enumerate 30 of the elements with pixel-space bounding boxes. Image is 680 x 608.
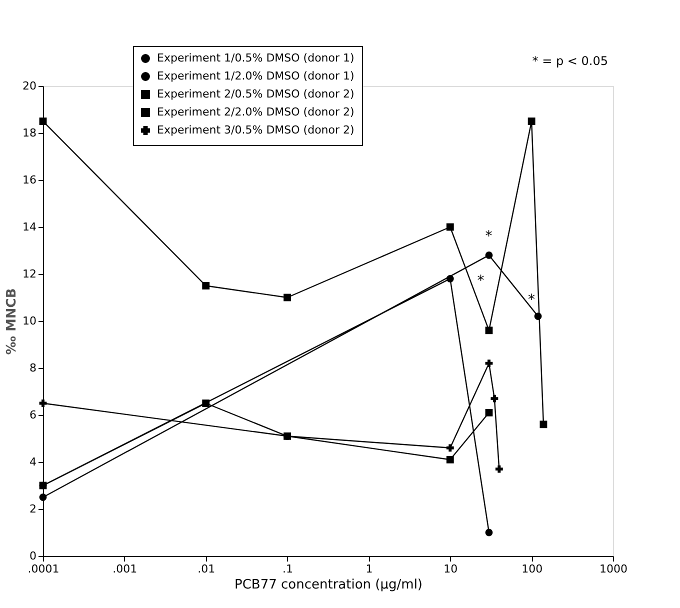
y-tick-label: 20 bbox=[22, 80, 36, 92]
annotation: * bbox=[477, 273, 484, 290]
y-tick-label: 14 bbox=[22, 220, 36, 234]
annotation: * bbox=[485, 228, 492, 244]
y-tick-label: 16 bbox=[22, 174, 36, 186]
text: * = p < 0.05 bbox=[532, 54, 608, 68]
y-tick-label: 18 bbox=[22, 126, 36, 140]
y-tick-label: 12 bbox=[22, 268, 36, 280]
legend-label: Experiment 1/0.5% DMSO (donor 1) bbox=[157, 52, 354, 64]
y-tick-label: 0 bbox=[30, 550, 36, 562]
y-tick-label: 6 bbox=[30, 408, 36, 422]
x-tick-label: 10 bbox=[444, 562, 458, 576]
legend-label: Experiment 2/0.5% DMSO (donor 2) bbox=[157, 88, 354, 100]
x-tick-label: 1 bbox=[366, 562, 373, 576]
annotation: * bbox=[528, 292, 535, 308]
legend-label: Experiment 1/2.0% DMSO (donor 1) bbox=[157, 70, 354, 82]
y-tick-label: 2 bbox=[30, 502, 36, 516]
x-tick-label: .1 bbox=[282, 562, 294, 576]
x-tick-label: .01 bbox=[198, 562, 216, 576]
y-tick-label: 10 bbox=[22, 314, 36, 328]
y-axis-title: ‰ MNCB bbox=[4, 288, 20, 355]
legend-label: Experiment 3/0.5% DMSO (donor 2) bbox=[157, 124, 354, 136]
x-tick-label: 1000 bbox=[600, 562, 628, 576]
y-tick-label: 4 bbox=[30, 456, 36, 468]
x-axis-title: PCB77 concentration (μg/ml) bbox=[234, 578, 422, 592]
x-tick-label: .001 bbox=[112, 562, 138, 576]
legend-label: Experiment 2/2.0% DMSO (donor 2) bbox=[157, 106, 354, 118]
y-tick-label: 8 bbox=[30, 362, 36, 374]
x-tick-label: 100 bbox=[522, 562, 543, 576]
x-tick-label: .0001 bbox=[28, 562, 60, 576]
